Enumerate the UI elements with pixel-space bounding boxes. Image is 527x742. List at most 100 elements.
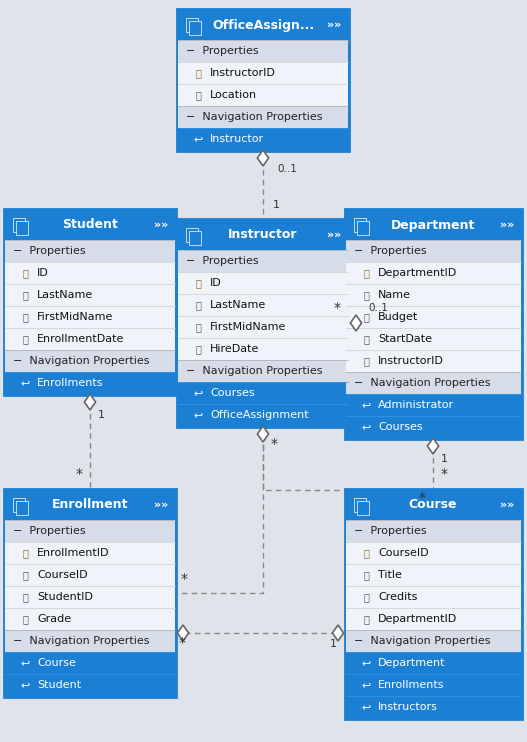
Text: *: *	[76, 467, 83, 481]
Text: Location: Location	[210, 90, 257, 100]
Text: DepartmentID: DepartmentID	[378, 614, 457, 624]
Text: 🔧: 🔧	[22, 614, 28, 624]
Text: −  Properties: − Properties	[13, 246, 85, 256]
FancyBboxPatch shape	[178, 382, 348, 404]
Text: LastName: LastName	[210, 300, 266, 310]
FancyBboxPatch shape	[16, 501, 28, 515]
Text: Enrollments: Enrollments	[37, 378, 103, 388]
Text: InstructorID: InstructorID	[378, 356, 444, 366]
Text: 🔑: 🔑	[363, 548, 369, 558]
Text: Courses: Courses	[378, 422, 423, 432]
Text: »»: »»	[154, 220, 168, 230]
Text: −  Properties: − Properties	[354, 246, 427, 256]
Text: Grade: Grade	[37, 614, 71, 624]
Text: Student: Student	[37, 680, 81, 690]
FancyBboxPatch shape	[346, 350, 521, 372]
FancyBboxPatch shape	[346, 306, 521, 328]
FancyBboxPatch shape	[178, 40, 348, 62]
Text: CourseID: CourseID	[378, 548, 428, 558]
Text: ↩: ↩	[362, 422, 370, 432]
FancyBboxPatch shape	[16, 221, 28, 235]
Polygon shape	[257, 150, 269, 166]
FancyBboxPatch shape	[345, 209, 522, 439]
Text: 🔧: 🔧	[363, 570, 369, 580]
FancyBboxPatch shape	[5, 652, 175, 674]
Text: 1: 1	[98, 410, 105, 420]
Text: ID: ID	[37, 268, 49, 278]
Text: 🔧: 🔧	[22, 570, 28, 580]
FancyBboxPatch shape	[346, 630, 521, 652]
Text: −  Navigation Properties: − Navigation Properties	[186, 112, 323, 122]
FancyBboxPatch shape	[346, 608, 521, 630]
Text: StudentID: StudentID	[37, 592, 93, 602]
Text: −  Properties: − Properties	[354, 526, 427, 536]
Text: −  Navigation Properties: − Navigation Properties	[186, 366, 323, 376]
Text: −  Properties: − Properties	[186, 256, 259, 266]
FancyBboxPatch shape	[5, 240, 175, 262]
FancyBboxPatch shape	[177, 219, 349, 427]
Text: Enrollment: Enrollment	[52, 499, 128, 511]
Text: 1: 1	[330, 639, 337, 649]
Polygon shape	[427, 438, 438, 454]
FancyBboxPatch shape	[346, 210, 521, 438]
Text: Instructor: Instructor	[228, 229, 298, 241]
FancyBboxPatch shape	[5, 372, 175, 394]
Text: 🔧: 🔧	[195, 322, 201, 332]
Text: Department: Department	[391, 218, 475, 232]
Text: LastName: LastName	[37, 290, 93, 300]
FancyBboxPatch shape	[357, 221, 369, 235]
FancyBboxPatch shape	[178, 10, 348, 150]
FancyBboxPatch shape	[178, 404, 348, 426]
Text: ↩: ↩	[362, 400, 370, 410]
Text: 🔑: 🔑	[22, 268, 28, 278]
FancyBboxPatch shape	[346, 490, 521, 718]
Text: ↩: ↩	[193, 388, 203, 398]
Text: *: *	[179, 636, 186, 650]
FancyBboxPatch shape	[178, 128, 348, 150]
Text: EnrollmentID: EnrollmentID	[37, 548, 110, 558]
FancyBboxPatch shape	[177, 9, 349, 151]
FancyBboxPatch shape	[5, 306, 175, 328]
Polygon shape	[84, 394, 95, 410]
FancyBboxPatch shape	[346, 586, 521, 608]
Text: 🔧: 🔧	[363, 290, 369, 300]
Text: *: *	[181, 572, 188, 586]
Text: FirstMidName: FirstMidName	[37, 312, 113, 322]
Text: 1: 1	[441, 454, 448, 464]
Text: 1: 1	[273, 200, 280, 210]
FancyBboxPatch shape	[5, 210, 175, 240]
Text: ↩: ↩	[21, 680, 30, 690]
Text: Title: Title	[378, 570, 402, 580]
Text: 🔧: 🔧	[22, 290, 28, 300]
FancyBboxPatch shape	[5, 350, 175, 372]
FancyBboxPatch shape	[5, 674, 175, 696]
Text: Course: Course	[409, 499, 457, 511]
Text: *: *	[334, 301, 341, 315]
FancyBboxPatch shape	[178, 84, 348, 106]
FancyBboxPatch shape	[345, 489, 522, 719]
FancyBboxPatch shape	[5, 630, 175, 652]
FancyBboxPatch shape	[5, 564, 175, 586]
Text: *: *	[271, 437, 278, 451]
Text: »»: »»	[327, 20, 341, 30]
Text: StartDate: StartDate	[378, 334, 432, 344]
Text: Course: Course	[37, 658, 76, 668]
Text: Name: Name	[378, 290, 411, 300]
FancyBboxPatch shape	[346, 674, 521, 696]
Text: ↩: ↩	[362, 702, 370, 712]
FancyBboxPatch shape	[5, 490, 175, 696]
Text: Administrator: Administrator	[378, 400, 454, 410]
Text: Department: Department	[378, 658, 445, 668]
Text: Credits: Credits	[378, 592, 417, 602]
FancyBboxPatch shape	[178, 272, 348, 294]
Text: Student: Student	[62, 218, 118, 232]
Text: *: *	[441, 467, 448, 481]
Text: −  Navigation Properties: − Navigation Properties	[13, 636, 150, 646]
FancyBboxPatch shape	[178, 62, 348, 84]
FancyBboxPatch shape	[178, 250, 348, 272]
FancyBboxPatch shape	[5, 608, 175, 630]
FancyBboxPatch shape	[346, 262, 521, 284]
Text: 0..1: 0..1	[368, 303, 388, 313]
Text: Courses: Courses	[210, 388, 255, 398]
Text: 🔧: 🔧	[363, 356, 369, 366]
